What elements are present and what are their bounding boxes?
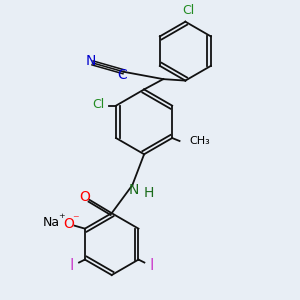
Text: Na: Na [43, 216, 60, 229]
Text: Cl: Cl [92, 98, 104, 111]
Text: I: I [69, 258, 74, 273]
Text: H: H [143, 185, 154, 200]
Text: ⁺: ⁺ [58, 212, 65, 225]
Text: C: C [117, 68, 127, 82]
Text: N: N [129, 183, 139, 196]
Text: Cl: Cl [182, 4, 194, 17]
Text: N: N [86, 54, 96, 68]
Text: ⁻: ⁻ [72, 213, 79, 226]
Text: O: O [80, 190, 91, 204]
Text: CH₃: CH₃ [190, 136, 211, 146]
Text: I: I [149, 258, 154, 273]
Text: O: O [63, 217, 74, 231]
